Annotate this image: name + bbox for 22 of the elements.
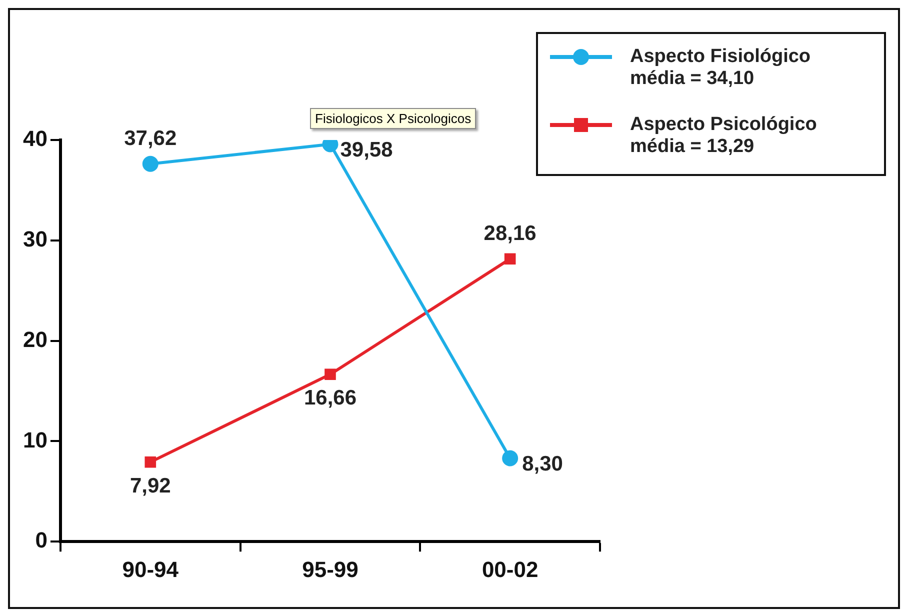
x-tick-label: 90-94 [122, 556, 180, 582]
point [324, 368, 336, 380]
point [144, 456, 156, 468]
y-tick-label: 30 [22, 226, 48, 252]
x-tick-label: 00-02 [482, 556, 538, 582]
x-tick-label: 95-99 [302, 556, 358, 582]
text: Fisiologicos X Psicologicos [310, 108, 476, 129]
data-label: 37,62 [124, 127, 177, 150]
point [504, 253, 516, 265]
y-tick-label: 10 [22, 427, 48, 452]
y-tick-label: 20 [22, 326, 48, 352]
legend-label: Aspecto Fisiológico média = 34,10 [630, 46, 811, 90]
data-label: 39,58 [340, 138, 394, 162]
data-label: 16,66 [304, 386, 357, 410]
data-label: 28,16 [484, 222, 536, 246]
data-label: 8,30 [522, 452, 563, 476]
y-tick-label: 0 [35, 528, 48, 553]
legend-label: Aspecto Psicológico média = 13,29 [630, 114, 817, 158]
y-tick-label: 40 [22, 126, 48, 152]
point [502, 450, 518, 466]
point [142, 156, 158, 172]
data-label: 7,92 [130, 474, 171, 498]
